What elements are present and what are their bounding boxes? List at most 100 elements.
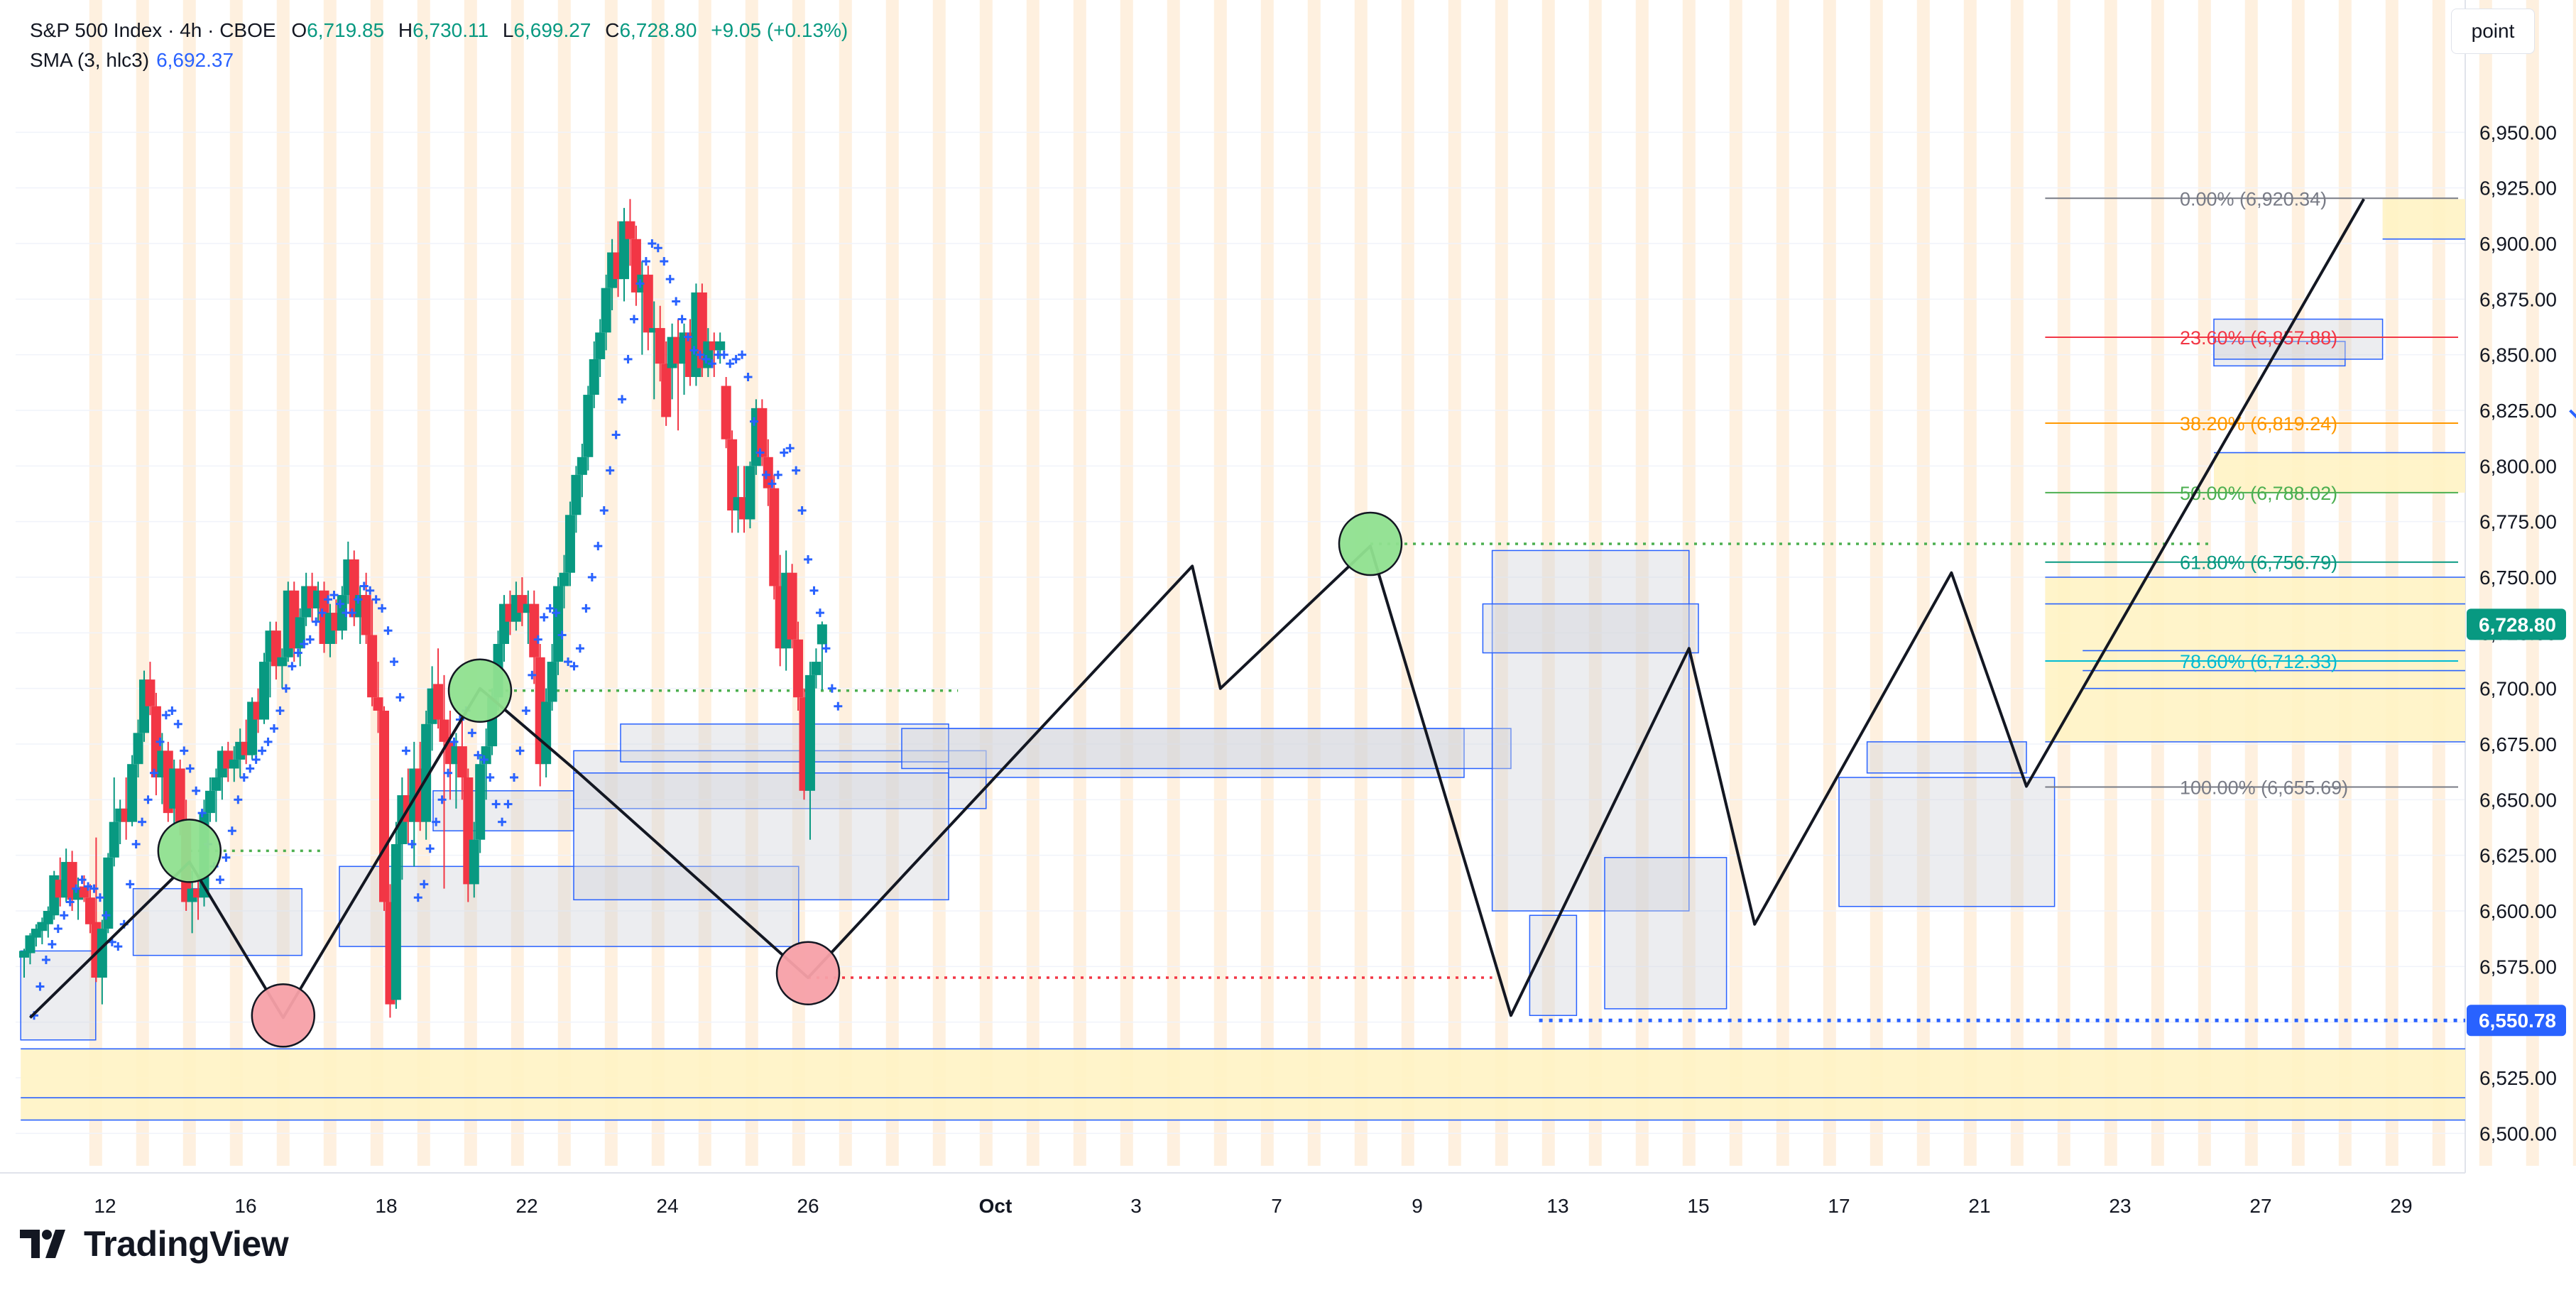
fibonacci-retracement[interactable]: 0.00% (6,920.34) 23.60% (6,857.88) 38.20% … — [2045, 188, 2458, 799]
sma-point — [486, 773, 495, 782]
time-axis[interactable]: 121618222426Oct37913151721232729Nov57111… — [94, 1195, 2576, 1217]
session-band — [745, 0, 758, 1166]
candle-down[interactable] — [643, 274, 653, 333]
candle-down[interactable] — [721, 386, 731, 439]
candle-down[interactable] — [145, 679, 155, 706]
candle-up[interactable] — [577, 457, 587, 475]
candle-down[interactable] — [661, 364, 672, 417]
candle-up[interactable] — [133, 733, 143, 765]
candle-up[interactable] — [103, 857, 114, 929]
candle-up[interactable] — [571, 474, 582, 515]
candle-down[interactable] — [793, 639, 804, 698]
candle-down[interactable] — [763, 457, 773, 488]
price-axis[interactable]: 6,950.00 6,925.00 6,900.00 6,875.00 6,850.00… — [2467, 121, 2566, 1144]
candle-down[interactable] — [529, 603, 540, 657]
candle-up[interactable] — [595, 332, 606, 359]
candle-up[interactable] — [421, 723, 432, 822]
candle-down[interactable] — [79, 886, 89, 898]
candle-down[interactable] — [367, 635, 378, 698]
candle-down[interactable] — [655, 328, 665, 364]
candle-down[interactable] — [757, 408, 768, 457]
candles[interactable] — [19, 199, 827, 1018]
candle-up[interactable] — [25, 935, 36, 954]
candle-down[interactable] — [361, 595, 371, 635]
zigzag-line[interactable] — [29, 198, 2365, 1020]
candle-down[interactable] — [433, 684, 444, 720]
candle-up[interactable] — [229, 759, 239, 769]
candle-up[interactable] — [601, 288, 611, 333]
candle-up[interactable] — [277, 657, 288, 667]
candle-up[interactable] — [553, 586, 564, 662]
candle-down[interactable] — [625, 221, 635, 239]
legend-price-row: S&P 500 Index · 4h · CBOE O6,719.85 H6,7… — [30, 16, 856, 45]
sma-point — [366, 586, 375, 595]
candle-up[interactable] — [127, 764, 138, 822]
candle-up[interactable] — [817, 624, 827, 645]
scale-mode-button[interactable]: point — [2451, 9, 2535, 54]
candle-down[interactable] — [787, 572, 797, 640]
candle-up[interactable] — [811, 662, 822, 675]
sma-point — [750, 417, 758, 426]
candle-up[interactable] — [481, 746, 491, 765]
sma-point — [755, 448, 765, 457]
sma-point — [449, 737, 459, 746]
symbol-title[interactable]: S&P 500 Index · 4h · CBOE — [30, 19, 276, 41]
candle-up[interactable] — [97, 929, 107, 978]
candle-up[interactable] — [469, 839, 479, 885]
session-band — [792, 0, 805, 1166]
candle-up[interactable] — [211, 777, 222, 791]
candle-up[interactable] — [475, 764, 486, 840]
candle-down[interactable] — [457, 746, 467, 777]
candle-down[interactable] — [439, 719, 449, 742]
candle-down[interactable] — [373, 697, 383, 711]
time-tick-label: 26 — [797, 1195, 819, 1217]
sma-point — [41, 955, 50, 964]
fvg-box — [1604, 857, 1728, 1010]
sma-point — [197, 809, 207, 818]
candle-up[interactable] — [541, 701, 552, 765]
candle-up[interactable] — [564, 515, 575, 573]
price-badge[interactable]: 6,728.80 — [2467, 608, 2566, 640]
fib-level-label: 38.20% (6,819.24) — [2180, 413, 2337, 435]
candle-down[interactable] — [175, 768, 185, 822]
candle-up[interactable] — [204, 790, 215, 814]
pivot-circles[interactable] — [157, 511, 1403, 1048]
candle-down[interactable] — [379, 711, 389, 902]
tradingview-logo-icon — [20, 1230, 65, 1258]
zigzag-lines[interactable] — [29, 124, 2576, 1020]
pivot-dotted-lines — [189, 542, 2214, 979]
candle-up[interactable] — [295, 617, 305, 649]
fib-level-label: 23.60% (6,857.88) — [2180, 327, 2337, 349]
candle-down[interactable] — [727, 439, 738, 510]
candle-up[interactable] — [559, 572, 569, 586]
session-band — [1167, 0, 1180, 1166]
horizontal-lines — [21, 238, 2465, 1121]
candle-up[interactable] — [547, 662, 557, 702]
candle-down[interactable] — [84, 897, 95, 924]
candle-up[interactable] — [583, 395, 594, 457]
sma-point — [648, 239, 657, 248]
candle-up[interactable] — [804, 674, 815, 791]
pivot-high-marker[interactable] — [447, 658, 513, 723]
candle-up[interactable] — [589, 359, 599, 395]
open-value: 6,719.85 — [307, 19, 385, 41]
candle-up[interactable] — [259, 662, 269, 720]
candle-down[interactable] — [769, 488, 780, 586]
candle-up[interactable] — [715, 341, 726, 351]
candle-up[interactable] — [19, 951, 29, 958]
pivot-high-marker[interactable] — [1338, 511, 1403, 577]
session-band — [2526, 0, 2539, 1166]
price-badge[interactable]: 6,550.78 — [2467, 1005, 2566, 1037]
candle-up[interactable] — [649, 328, 660, 333]
candle-up[interactable] — [391, 844, 401, 1000]
pivot-low-marker[interactable] — [775, 941, 841, 1005]
price-tick-label: 6,700.00 — [2479, 678, 2557, 700]
candle-up[interactable] — [745, 466, 755, 520]
pivot-high-marker[interactable] — [157, 819, 222, 883]
sma-label[interactable]: SMA (3, hlc3) — [30, 49, 150, 71]
pivot-low-marker[interactable] — [251, 983, 316, 1048]
change-value: +9.05 (+0.13%) — [711, 19, 848, 41]
tradingview-brand[interactable]: TradingView — [18, 1223, 289, 1265]
candle-up[interactable] — [109, 821, 119, 858]
